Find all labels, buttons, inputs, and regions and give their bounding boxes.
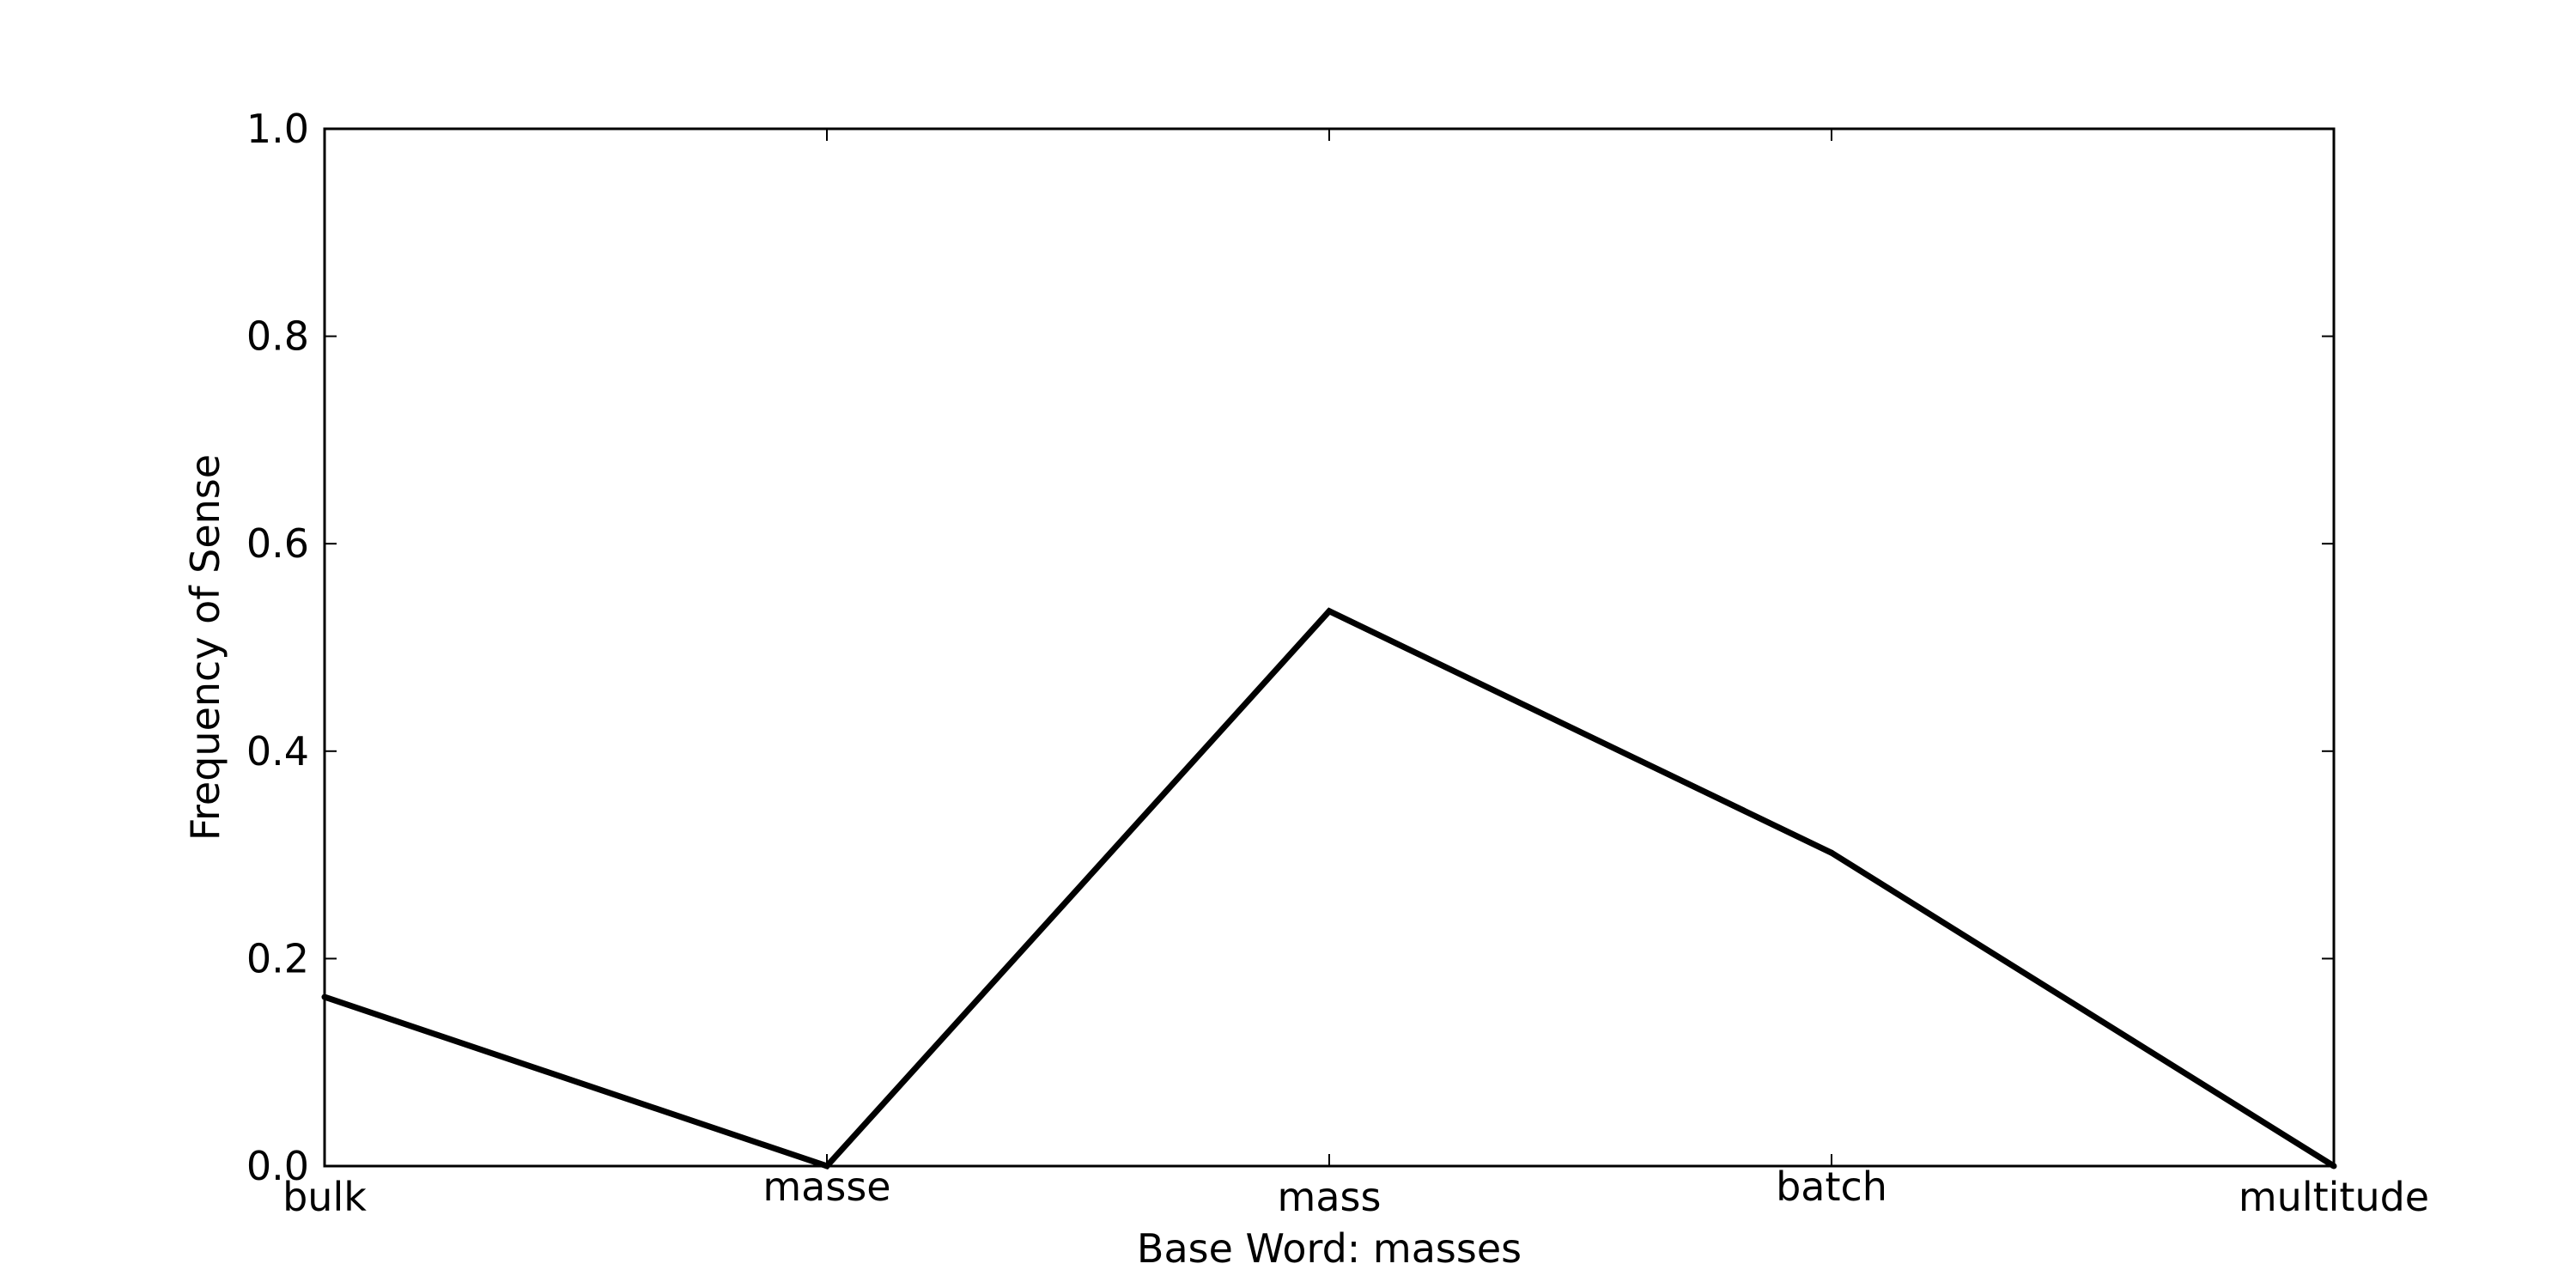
x-tick-label: multitude bbox=[2239, 1174, 2429, 1220]
y-tick-label: 0.2 bbox=[246, 935, 309, 981]
x-tick-label: mass bbox=[1278, 1174, 1382, 1220]
plot-frame bbox=[323, 127, 2336, 1168]
data-point bbox=[1326, 608, 1333, 615]
y-axis-label: Frequency of Sense bbox=[182, 454, 228, 841]
x-axis-label: Base Word: masses bbox=[1137, 1225, 1522, 1272]
y-tick-label: 0.6 bbox=[246, 520, 309, 567]
y-tick-label: 0.8 bbox=[246, 313, 309, 360]
y-tick-label: 1.0 bbox=[246, 106, 309, 152]
x-tick-label: masse bbox=[762, 1163, 890, 1210]
x-tick-label: bulk bbox=[283, 1174, 367, 1220]
data-point bbox=[1828, 849, 1835, 856]
x-tick-label: batch bbox=[1776, 1163, 1887, 1210]
y-tick-label: 0.0 bbox=[246, 1143, 309, 1189]
x-tick-labels: bulk masse mass batch multitude bbox=[283, 1163, 2429, 1220]
y-tick-labels: 0.0 0.2 0.4 0.6 0.8 1.0 bbox=[246, 106, 309, 1189]
y-tick-label: 0.4 bbox=[246, 728, 309, 775]
